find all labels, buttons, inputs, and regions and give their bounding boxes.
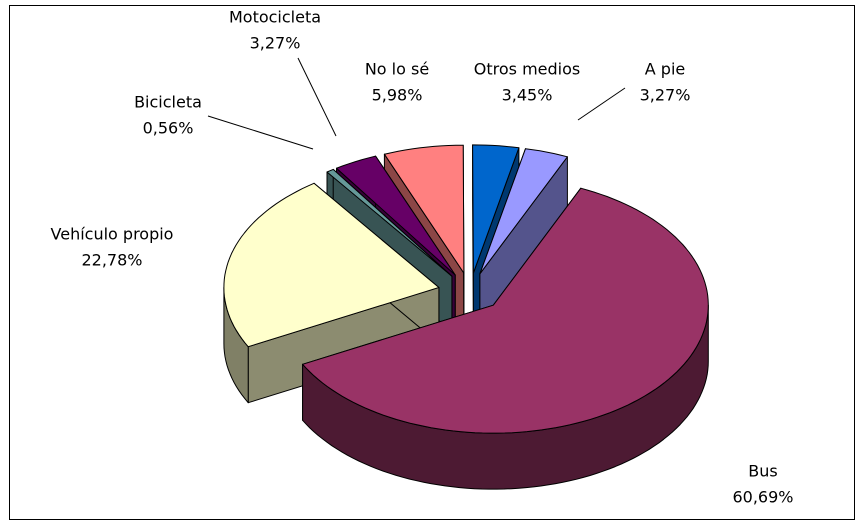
value-label: 3,27% xyxy=(640,86,691,105)
value-label: 3,27% xyxy=(250,34,301,53)
pie-slice xyxy=(223,182,440,348)
slice-label: Bus xyxy=(748,462,777,481)
slice-label: Otros medios xyxy=(474,60,580,79)
leader-line xyxy=(577,87,626,121)
pie-slice xyxy=(326,168,453,277)
leader-lines xyxy=(207,57,626,150)
slice-label: Vehículo propio xyxy=(51,225,174,244)
slice-label: No lo sé xyxy=(365,60,429,79)
pie-slice xyxy=(336,155,456,276)
value-label: 5,98% xyxy=(372,86,423,105)
slice-label: A pie xyxy=(645,60,685,79)
slice-label: Motocicleta xyxy=(229,8,321,27)
value-label: 60,69% xyxy=(732,488,793,507)
leader-line xyxy=(207,115,314,150)
pie-slice xyxy=(472,144,520,274)
value-label: 3,45% xyxy=(502,86,553,105)
data-labels: Bus 60,69% Vehículo propio 22,78% Bicicleta 0… xyxy=(51,8,794,507)
pie-slice xyxy=(302,187,709,434)
value-label: 0,56% xyxy=(143,119,194,138)
pie-slice xyxy=(383,144,465,274)
pie-slice xyxy=(479,148,568,275)
leader-line xyxy=(297,57,337,137)
pie-tops xyxy=(223,144,709,434)
slice-label: Bicicleta xyxy=(134,93,202,112)
value-label: 22,78% xyxy=(81,251,142,270)
